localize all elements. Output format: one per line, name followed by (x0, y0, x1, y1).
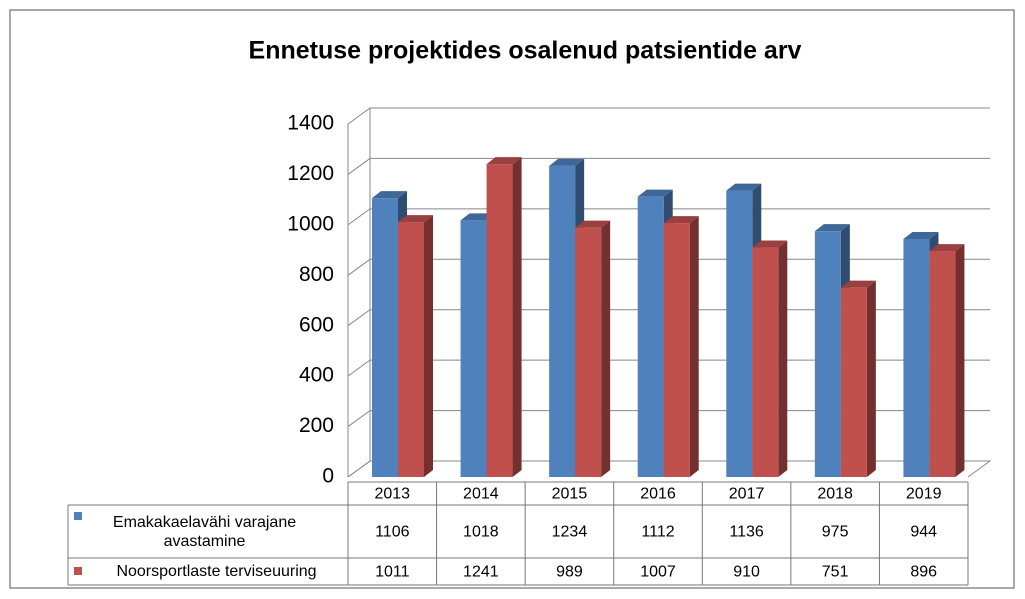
legend-cell: Emakakaelavähi varajane avastamine (70, 505, 346, 558)
bar-side (955, 244, 965, 477)
legend-label: Emakakaelavähi varajane avastamine (112, 513, 297, 550)
bar-side (866, 280, 876, 477)
bar-front (726, 190, 753, 477)
bar-front (840, 287, 867, 477)
bar-top (398, 215, 433, 223)
bar-front (663, 223, 690, 477)
bar-front (575, 227, 602, 477)
bar-top (637, 189, 673, 197)
y-tick-label: 1200 (287, 162, 334, 185)
legend-key (74, 512, 82, 520)
legend-entry: Emakakaelavähi varajane avastamine (70, 505, 346, 558)
x-tick-label: 2015 (552, 486, 588, 503)
x-tick-label: 2016 (640, 486, 676, 503)
x-tick-label: 2017 (729, 486, 765, 503)
bar-front (398, 222, 424, 477)
table-value: 1136 (729, 524, 764, 541)
grid-line (347, 107, 990, 125)
table-value: 751 (822, 564, 849, 581)
table-grid (67, 481, 969, 586)
table-value: 975 (822, 524, 849, 541)
bar-top (929, 244, 965, 252)
table-value: 1018 (463, 524, 499, 541)
bar-front (637, 196, 664, 478)
legend-key (74, 567, 82, 575)
table-value: 896 (910, 564, 937, 581)
table-value: 1112 (641, 524, 674, 541)
bar-front (372, 198, 398, 477)
table-value: 1106 (375, 524, 410, 541)
table-value: 1011 (375, 564, 410, 581)
legend-entry: Noorsportlaste terviseuuring (70, 558, 346, 585)
bar-top (663, 216, 699, 224)
grid-line (347, 157, 990, 175)
bar-front (752, 247, 779, 477)
table-value: 989 (556, 564, 583, 581)
y-tick-label: 1000 (287, 212, 334, 235)
chart-title: Ennetuse projektides osalenud patsientid… (249, 37, 802, 65)
y-tick-label: 400 (299, 364, 334, 387)
y-tick-label: 1400 (287, 112, 334, 135)
bar-side (601, 220, 611, 477)
bar (663, 216, 699, 477)
x-tick-label: 2019 (906, 486, 942, 503)
y-tick-label: 200 (299, 414, 334, 437)
table-value: 910 (733, 564, 760, 581)
bar-top (575, 220, 611, 228)
bar-top (903, 231, 939, 239)
bar (575, 220, 611, 477)
bar-front (549, 165, 576, 477)
bar-top (814, 224, 850, 232)
bar-front (814, 231, 841, 477)
bar-side (512, 157, 522, 478)
bar-side (424, 215, 433, 478)
bar (840, 280, 876, 477)
bar-front (486, 164, 513, 478)
legend-cell: Noorsportlaste terviseuuring (70, 558, 346, 585)
y-tick-label: 0 (322, 465, 334, 488)
bar-front (929, 251, 956, 477)
y-tick-label: 600 (299, 313, 334, 336)
table-value: 1007 (640, 564, 676, 581)
bar (752, 240, 788, 477)
legend-label: Noorsportlaste terviseuuring (116, 563, 317, 580)
table-value: 1241 (463, 564, 499, 581)
table-value: 944 (910, 524, 937, 541)
bar-top (372, 191, 407, 199)
grid-line (347, 208, 990, 226)
bar-front (903, 238, 930, 477)
bar-front (460, 220, 487, 477)
bar-top (486, 157, 522, 165)
bar-top (752, 240, 788, 248)
bar-side (689, 216, 699, 477)
x-tick-label: 2014 (463, 486, 499, 503)
bar-side (778, 240, 788, 477)
bar (929, 244, 965, 477)
bar (398, 215, 433, 478)
x-tick-label: 2018 (817, 486, 853, 503)
bar-top (549, 158, 585, 166)
y-tick-label: 800 (299, 263, 334, 286)
table-value: 1234 (552, 524, 588, 541)
x-tick-label: 2013 (374, 486, 410, 503)
bar (486, 157, 522, 478)
bar-top (840, 280, 876, 288)
bar-top (726, 183, 762, 191)
